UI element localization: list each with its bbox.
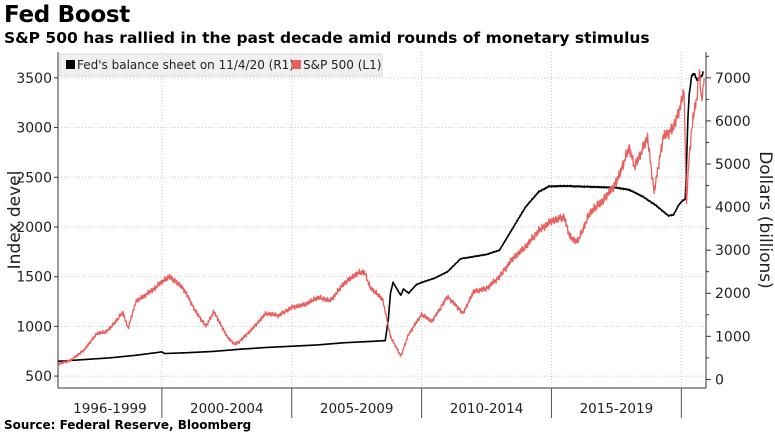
right-axis-label: Dollars (billions) [755,151,775,289]
x-tick-label: 2015-2019 [580,401,654,417]
left-axis-label: Index devel [5,171,25,270]
right-tick-label: 2000 [715,286,751,302]
right-tick-label: 1000 [715,329,751,345]
axes: 500 1000 1500 2000 2500 3000 3500 0 1000 2000 3000… [5,52,775,418]
right-tick-label: 5000 [715,157,751,173]
x-tick-label: 2010-2014 [450,401,524,417]
legend-box [59,53,383,77]
x-tick-label: 1996-1999 [73,401,147,417]
left-tick-label: 1000 [16,319,52,335]
left-tick-label: 3500 [16,71,52,87]
series-lines [57,69,705,366]
left-tick-label: 3000 [16,121,52,137]
source-note: Source: Federal Reserve, Bloomberg [4,418,252,432]
left-tick-label: 2500 [16,170,52,186]
legend-swatch [66,60,75,69]
right-tick-label: 4000 [715,200,751,216]
left-tick-label: 2000 [16,220,52,236]
legend-entry: S&P 500 (L1) [303,58,381,72]
right-tick-label: 3000 [715,243,751,259]
grid-lines [58,52,706,388]
left-tick-label: 500 [25,369,52,385]
legend-swatch [292,60,301,69]
legend-entry: Fed's balance sheet on 11/4/20 (R1) [77,58,294,72]
right-tick-label: 7000 [715,71,751,87]
legend: Fed's balance sheet on 11/4/20 (R1) S&P 5… [59,53,383,77]
left-tick-label: 1500 [16,270,52,286]
x-tick-label: 2000-2004 [190,401,264,417]
series-line-fed-balance-sheet [57,70,705,363]
chart-subtitle: S&P 500 has rallied in the past decade a… [4,29,650,47]
chart-title: Fed Boost [4,2,130,28]
right-tick-label: 6000 [715,114,751,130]
right-tick-label: 0 [715,372,724,388]
x-tick-label: 2005-2009 [320,401,394,417]
series-line-sp500 [57,69,705,366]
